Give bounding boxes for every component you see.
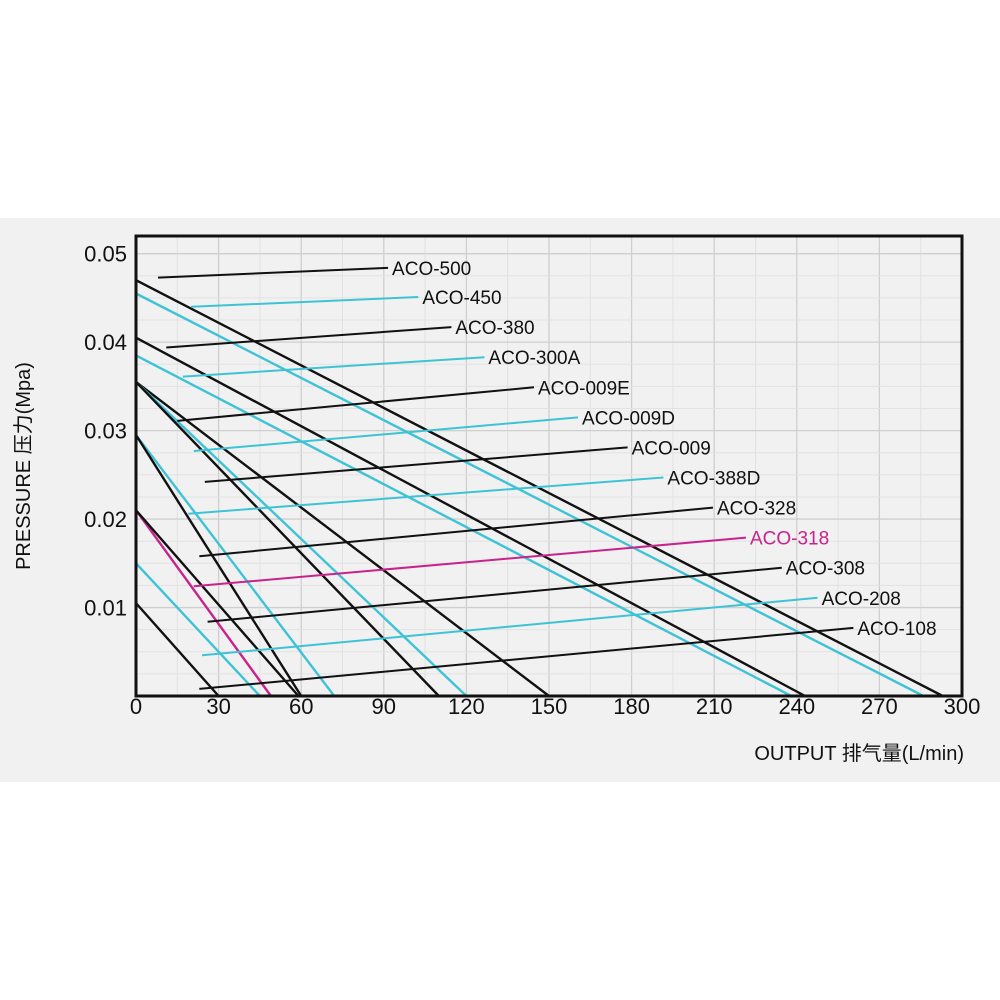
series-line-aco-388d [135,434,336,697]
x-tick-labels: 0 30 60 90 120 150 180 210 240 270 300 [130,694,980,719]
series-label-aco-328: ACO-328 [717,499,796,520]
x-tick-label: 120 [448,694,485,719]
series-line-aco-108 [135,602,220,697]
series-line-aco-328 [134,434,303,697]
series-line-aco-500 [135,279,944,698]
x-tick-label: 240 [778,694,815,719]
x-tick-label: 150 [531,694,568,719]
label-pointer-aco-328 [199,506,714,558]
series-line-aco-380 [135,336,806,698]
series-label-aco-450: ACO-450 [422,288,501,309]
x-tick-label: 90 [372,694,396,719]
y-tick-label: 0.03 [84,419,127,444]
series-label-aco-108: ACO-108 [857,619,936,640]
series-label-aco-308: ACO-308 [786,559,865,580]
x-tick-label: 270 [861,694,898,719]
series-label-aco-300a: ACO-300A [488,348,580,369]
y-tick-label: 0.02 [84,507,127,532]
series-lines [134,279,944,698]
label-pointer-aco-308 [207,566,782,623]
label-pointer-aco-388d [188,476,664,515]
label-pointer-aco-108 [199,626,854,690]
label-pointer-aco-009 [204,446,628,483]
series-line-aco-009e [135,381,550,697]
chart-panel: 0 30 60 90 120 150 180 210 240 270 300 0.01 0.02 0.0… [0,218,1000,782]
y-tick-labels: 0.01 0.02 0.03 0.04 0.05 [84,242,127,621]
series-label-aco-009e: ACO-009E [538,378,630,399]
label-pointer-aco-450 [191,296,419,308]
series-line-aco-009d [135,381,468,697]
y-tick-label: 0.05 [84,242,127,267]
x-tick-label: 60 [289,694,313,719]
label-pointer-aco-208 [201,596,818,657]
series-line-aco-308 [135,509,300,697]
x-tick-label: 300 [944,694,981,719]
x-tick-label: 210 [696,694,733,719]
series-label-aco-388d: ACO-388D [667,469,760,490]
label-pointer-aco-009e [177,386,535,422]
x-tick-label: 180 [613,694,650,719]
series-label-aco-500: ACO-500 [392,259,471,280]
plot-frame [134,234,964,698]
series-label-aco-009: ACO-009 [632,438,711,459]
x-tick-label: 30 [206,694,230,719]
label-pointer-aco-300a [182,356,485,378]
y-tick-label: 0.04 [84,330,127,355]
x-axis-title: OUTPUT 排气量(L/min) [754,742,964,765]
series-label-aco-009d: ACO-009D [582,408,675,429]
series-labels: ACO-500 ACO-450 ACO-380 ACO-300A ACO-009E ACO… [392,259,937,640]
label-pointers [157,266,854,690]
pressure-output-chart: 0 30 60 90 120 150 180 210 240 270 300 0.010.020.0… [12,234,980,765]
series-label-aco-380: ACO-380 [455,318,534,339]
label-pointer-aco-500 [157,266,389,279]
y-axis-title: PRESSURE 压力(Mpa) [12,362,35,570]
label-pointer-aco-009d [193,416,579,452]
y-tick-label: 0.01 [84,596,127,621]
x-tick-label: 0 [130,694,142,719]
grid [136,236,962,696]
label-pointer-aco-318 [193,536,747,588]
series-label-aco-318: ACO-318 [750,529,829,550]
series-line-aco-009 [135,381,440,697]
series-line-aco-300a [135,354,792,698]
series-line-aco-318 [135,509,272,697]
label-pointer-aco-380 [166,326,452,349]
series-line-aco-208 [135,562,261,697]
series-label-aco-208: ACO-208 [822,589,901,610]
series-line-aco-450 [135,292,924,698]
